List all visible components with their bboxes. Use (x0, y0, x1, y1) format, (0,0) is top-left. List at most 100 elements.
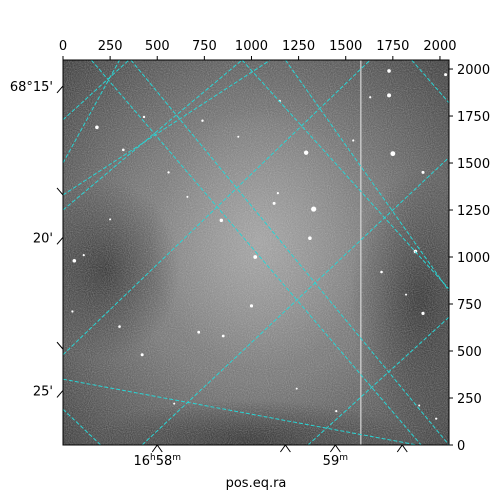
star (421, 170, 425, 174)
star (387, 69, 391, 73)
right-tick-label: 1750 (457, 110, 490, 125)
star (311, 206, 317, 212)
image-layer (63, 60, 449, 445)
dec-tick-label: 20' (33, 231, 53, 246)
star (352, 139, 355, 142)
star (380, 270, 383, 274)
dec-tick-label: 25' (33, 384, 53, 399)
ra-hours-unit: h (150, 453, 156, 463)
top-tick-label: 1500 (329, 39, 362, 54)
grid-line (63, 60, 271, 196)
star (444, 73, 448, 77)
ra-tick (151, 444, 158, 453)
star (387, 93, 392, 98)
grid-line (63, 60, 130, 121)
star (140, 353, 144, 357)
dec-tick (56, 390, 64, 398)
star (109, 218, 112, 221)
top-tick-label: 1750 (376, 39, 409, 54)
ra-tick (329, 444, 336, 453)
dec-tick (56, 85, 64, 94)
grid-line (63, 60, 120, 164)
dec-tick (56, 236, 64, 245)
grid-line (241, 60, 449, 290)
ra-hours: 16 (133, 454, 150, 469)
star (295, 387, 298, 390)
plot-frame (62, 59, 450, 446)
right-tick-label: 1000 (457, 251, 490, 266)
star (72, 258, 77, 263)
star (369, 96, 372, 99)
left-dec-axis: 68°15' 20' 25' (10, 80, 64, 399)
star (335, 410, 338, 413)
grid-line (63, 60, 371, 356)
dec-minor-tick (56, 187, 64, 196)
star (237, 135, 240, 138)
star (142, 115, 146, 119)
right-tick-label: 2000 (457, 63, 490, 78)
top-tick-label: 1250 (282, 39, 315, 54)
star (71, 310, 74, 313)
ra-minutes-unit: m (172, 453, 181, 463)
ra-minor-tick (396, 444, 403, 453)
star (435, 417, 438, 420)
star (221, 334, 225, 338)
ra-minor-tick (279, 444, 286, 453)
top-tick-label: 500 (145, 39, 170, 54)
coordinate-grid (63, 60, 449, 445)
top-pixel-axis: 0 250 500 750 1000 1250 1500 1750 2000 (59, 39, 457, 60)
star (118, 325, 121, 328)
grid-line (90, 60, 422, 445)
star (253, 255, 258, 259)
star (308, 236, 312, 241)
star (186, 195, 189, 198)
top-tick-label: 0 (59, 39, 67, 54)
right-tick-label: 500 (457, 345, 482, 360)
ra-minutes: 58 (156, 454, 173, 469)
right-tick-label: 250 (457, 392, 482, 407)
top-tick-label: 250 (98, 39, 123, 54)
right-tick-label: 1500 (457, 157, 490, 172)
star (95, 125, 99, 130)
ra-minutes-unit: m (339, 453, 348, 463)
star (272, 201, 276, 205)
star (249, 304, 254, 308)
star (418, 404, 421, 407)
ra-tick (156, 444, 163, 453)
star (173, 402, 176, 405)
grid-line (307, 316, 449, 445)
star (201, 119, 204, 122)
ra-tick (334, 444, 341, 453)
top-tick-label: 2000 (423, 39, 456, 54)
grid-line (284, 60, 449, 292)
star (276, 191, 279, 195)
grid-line (130, 60, 449, 445)
grid-line (411, 60, 449, 104)
right-tick-label: 750 (457, 298, 482, 313)
top-tick-label: 1000 (235, 39, 268, 54)
top-tick-label: 750 (192, 39, 217, 54)
dec-minor-tick (56, 341, 64, 350)
grid-line (63, 378, 418, 445)
ra-minor-tick (284, 444, 291, 453)
star (390, 151, 396, 157)
dec-tick-label: 68°15' (10, 80, 53, 95)
star (219, 218, 224, 223)
grid-line (63, 60, 243, 211)
ra-minutes: 59 (323, 454, 340, 469)
star (303, 150, 309, 155)
grid-line (141, 157, 449, 445)
x-axis-label: pos.eq.ra (226, 476, 287, 491)
bottom-ra-axis: 16h58m 59m (133, 444, 408, 469)
star (421, 311, 425, 316)
star (167, 171, 170, 174)
grid-line (63, 408, 102, 445)
ra-tick-label: 59m (323, 453, 348, 469)
star (197, 330, 201, 334)
stars (71, 69, 448, 420)
right-pixel-axis: 0 250 500 750 1000 1250 1500 1750 2000 (449, 63, 490, 454)
ra-minor-tick (401, 444, 408, 453)
right-tick-label: 1250 (457, 204, 490, 219)
